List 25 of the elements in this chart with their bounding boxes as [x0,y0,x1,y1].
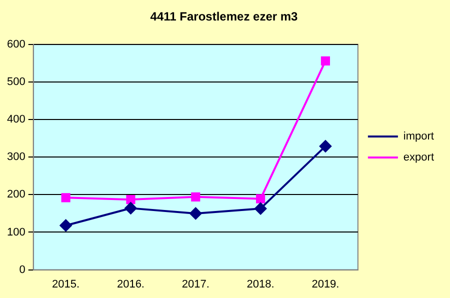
y-tick-label: 300 [6,151,26,164]
point [124,202,137,214]
point [256,194,266,204]
x-tick-label: 2016. [116,278,144,290]
y-tick-label: 200 [6,188,26,201]
point [190,207,202,220]
x-tick-label: 2015. [52,278,80,290]
x-tick-label: 2017. [182,278,210,290]
point [191,192,200,202]
point [126,195,136,204]
point [61,193,70,202]
point [320,56,330,66]
point [319,140,332,152]
point [254,202,267,215]
y-tick-label: 0 [19,264,26,276]
y-tick-label: 600 [6,38,26,50]
x-tick-label: 2018. [246,278,274,290]
y-tick-label: 100 [6,226,26,238]
legend-label: export [403,152,434,164]
y-tick-label: 500 [6,76,26,88]
x-tick-label: 2019. [312,278,340,290]
point [60,219,72,232]
y-tick-label: 400 [6,114,26,126]
chart-title: 4411 Farostlemez ezer m3 [150,10,298,24]
legend-label: import [403,130,434,143]
